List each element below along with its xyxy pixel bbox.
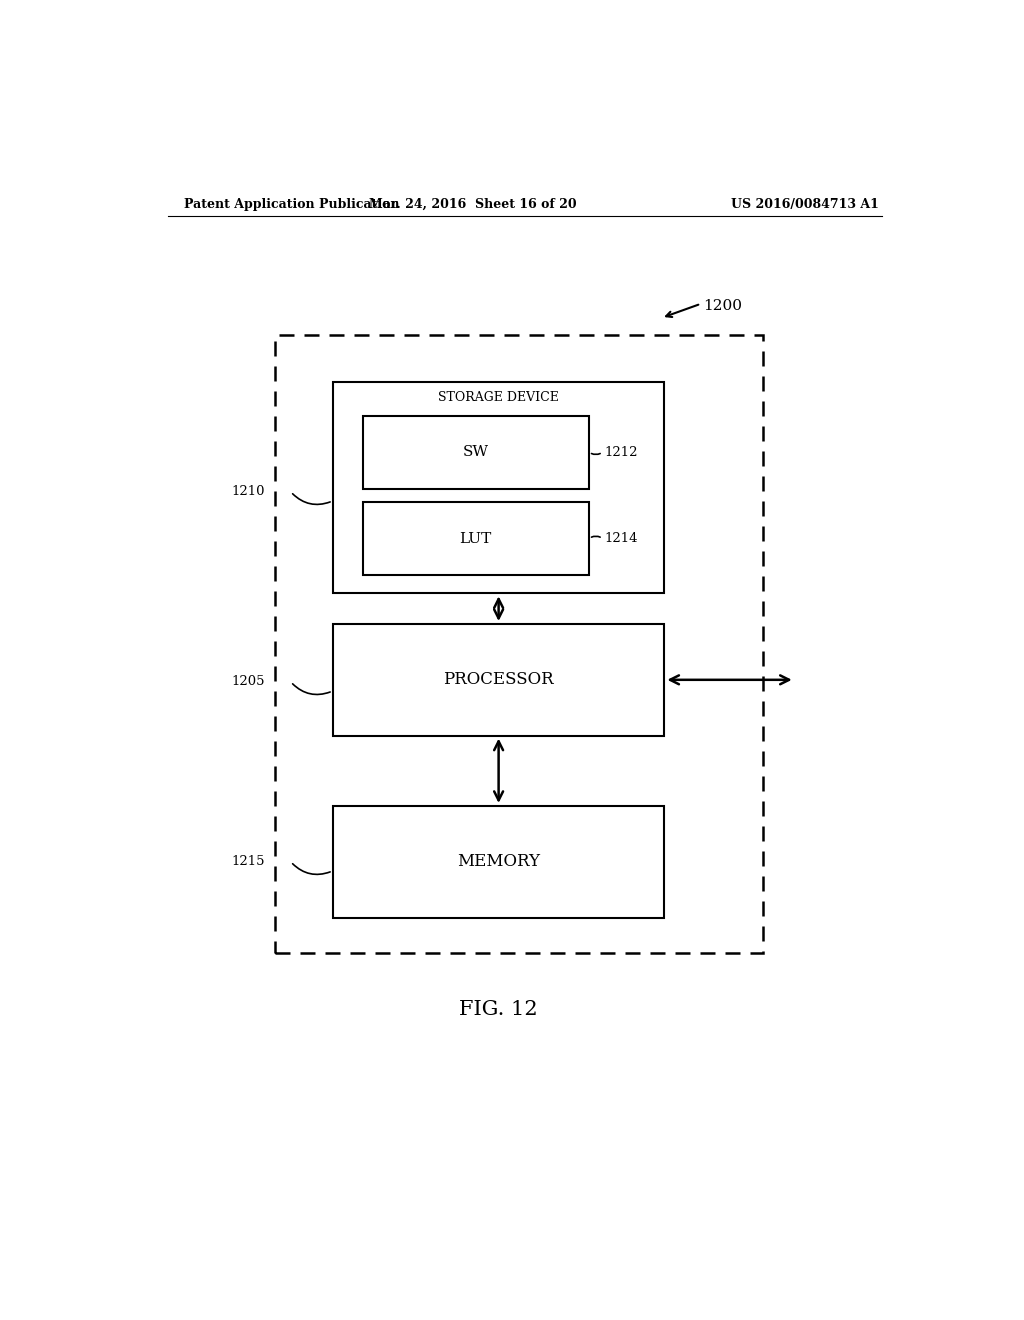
- Text: US 2016/0084713 A1: US 2016/0084713 A1: [731, 198, 879, 211]
- Text: 1210: 1210: [231, 486, 264, 498]
- Bar: [362, 416, 589, 488]
- Text: PROCESSOR: PROCESSOR: [443, 672, 554, 688]
- Text: 1205: 1205: [231, 676, 264, 688]
- Bar: [274, 335, 763, 953]
- Text: LUT: LUT: [460, 532, 492, 545]
- Bar: [333, 381, 665, 594]
- Text: 1200: 1200: [703, 298, 742, 313]
- Text: 1214: 1214: [604, 532, 638, 545]
- Bar: [333, 805, 665, 917]
- Text: FIG. 12: FIG. 12: [460, 999, 538, 1019]
- Text: MEMORY: MEMORY: [457, 853, 540, 870]
- Text: 1212: 1212: [604, 446, 638, 458]
- Text: STORAGE DEVICE: STORAGE DEVICE: [438, 391, 559, 404]
- Text: 1215: 1215: [231, 855, 264, 869]
- Bar: [333, 624, 665, 735]
- Text: SW: SW: [463, 445, 488, 459]
- Bar: [362, 502, 589, 576]
- Text: Mar. 24, 2016  Sheet 16 of 20: Mar. 24, 2016 Sheet 16 of 20: [370, 198, 578, 211]
- Text: Patent Application Publication: Patent Application Publication: [183, 198, 399, 211]
